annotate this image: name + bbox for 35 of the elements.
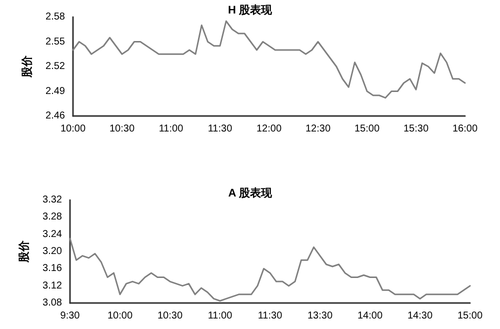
x-tick-label: 11:00	[158, 124, 184, 134]
y-tick-label: 2.49	[46, 86, 66, 97]
x-tick-label: 14:00	[357, 310, 383, 322]
y-tick-label: 3.12	[42, 280, 62, 292]
y-axis-title: 股价	[18, 240, 30, 264]
x-tick-label: 11:00	[208, 310, 233, 322]
x-tick-label: 15:30	[403, 124, 429, 134]
chart-title: A 股表现	[228, 186, 273, 200]
y-axis-title: 股价	[20, 54, 34, 78]
x-tick-label: 10:00	[107, 310, 133, 322]
y-tick-label: 2.52	[46, 61, 66, 72]
x-tick-label: 15:00	[457, 310, 483, 322]
y-tick-label: 3.24	[42, 228, 62, 240]
x-tick-label: 9:30	[60, 310, 80, 322]
x-tick-label: 16:00	[452, 124, 478, 134]
y-tick-label: 3.28	[42, 212, 62, 223]
x-tick-label: 12:00	[256, 124, 282, 134]
x-tick-label: 15:00	[354, 124, 380, 134]
y-tick-label: 3.08	[42, 298, 62, 308]
y-tick-label: 2.58	[46, 12, 66, 22]
y-tick-label: 3.20	[42, 246, 62, 257]
chart-title: H 股表现	[228, 4, 273, 16]
x-tick-label: 11:30	[208, 124, 233, 134]
x-tick-label: 13:30	[307, 310, 333, 322]
x-tick-label: 14:30	[407, 310, 433, 322]
y-tick-label: 3.32	[42, 194, 62, 206]
x-tick-label: 12:30	[305, 124, 331, 134]
x-tick-label: 10:00	[60, 124, 86, 134]
line-series	[72, 20, 466, 99]
x-tick-label: 10:30	[157, 310, 183, 322]
y-tick-label: 2.46	[46, 110, 66, 122]
x-tick-label: 10:30	[109, 124, 135, 134]
y-tick-label: 2.55	[46, 36, 66, 48]
y-tick-label: 3.16	[42, 263, 62, 274]
x-tick-label: 11:30	[258, 310, 283, 322]
